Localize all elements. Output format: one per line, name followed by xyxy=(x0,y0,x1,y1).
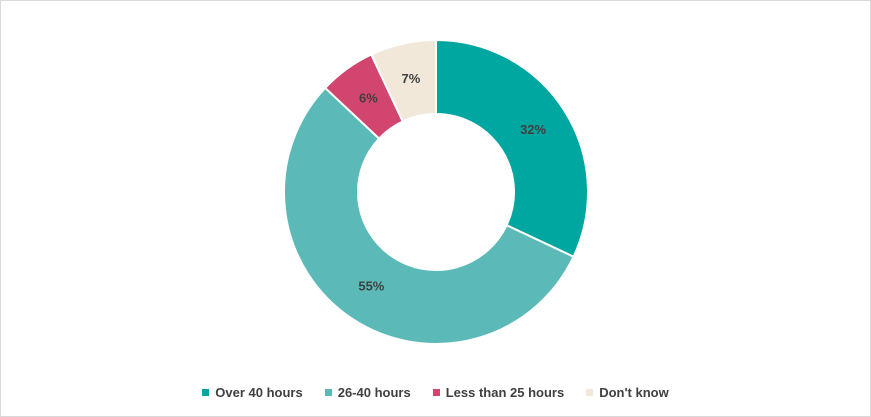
legend-swatch xyxy=(324,389,332,396)
legend-item: Less than 25 hours xyxy=(432,385,565,400)
legend-label: Don't know xyxy=(599,385,669,400)
slice xyxy=(435,38,589,259)
legend-item: 26-40 hours xyxy=(324,385,411,400)
legend-label: 26-40 hours xyxy=(337,385,411,400)
slice xyxy=(283,86,575,345)
legend-swatch xyxy=(202,389,210,396)
legend-item: Don't know xyxy=(586,385,669,400)
legend: Over 40 hours 26-40 hours Less than 25 hou… xyxy=(1,385,870,400)
slice xyxy=(369,38,437,123)
legend-swatch xyxy=(432,389,440,396)
data-label: 32% xyxy=(520,122,546,137)
legend-label: Over 40 hours xyxy=(215,385,303,400)
data-label: 6% xyxy=(359,90,378,105)
legend-swatch xyxy=(586,389,594,396)
data-label: 55% xyxy=(358,279,384,294)
data-label: 7% xyxy=(402,71,421,86)
legend-label: Less than 25 hours xyxy=(445,385,565,400)
legend-item: Over 40 hours xyxy=(202,385,303,400)
